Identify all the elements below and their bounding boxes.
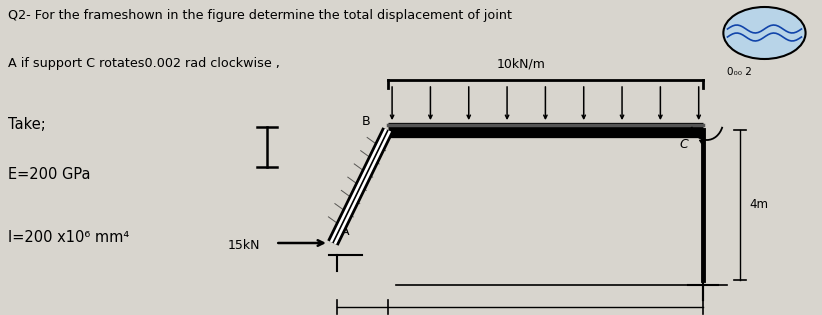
Text: B: B bbox=[362, 115, 370, 128]
Text: Q2- For the frameshown in the figure determine the total displacement of joint: Q2- For the frameshown in the figure det… bbox=[8, 9, 512, 22]
Text: 0₀₀ 2: 0₀₀ 2 bbox=[727, 67, 752, 77]
Text: E=200 GPa: E=200 GPa bbox=[8, 167, 90, 182]
Text: 4m: 4m bbox=[750, 198, 769, 211]
Text: A if support C rotates0.002 rad clockwise ,: A if support C rotates0.002 rad clockwis… bbox=[8, 57, 280, 70]
Text: Take;: Take; bbox=[8, 117, 46, 132]
Text: 15kN: 15kN bbox=[228, 239, 261, 252]
Text: C: C bbox=[680, 138, 689, 151]
Ellipse shape bbox=[723, 7, 806, 59]
Text: I=200 x10⁶ mm⁴: I=200 x10⁶ mm⁴ bbox=[8, 230, 129, 245]
Text: 10kN/m: 10kN/m bbox=[496, 58, 545, 71]
Text: A: A bbox=[341, 225, 349, 238]
